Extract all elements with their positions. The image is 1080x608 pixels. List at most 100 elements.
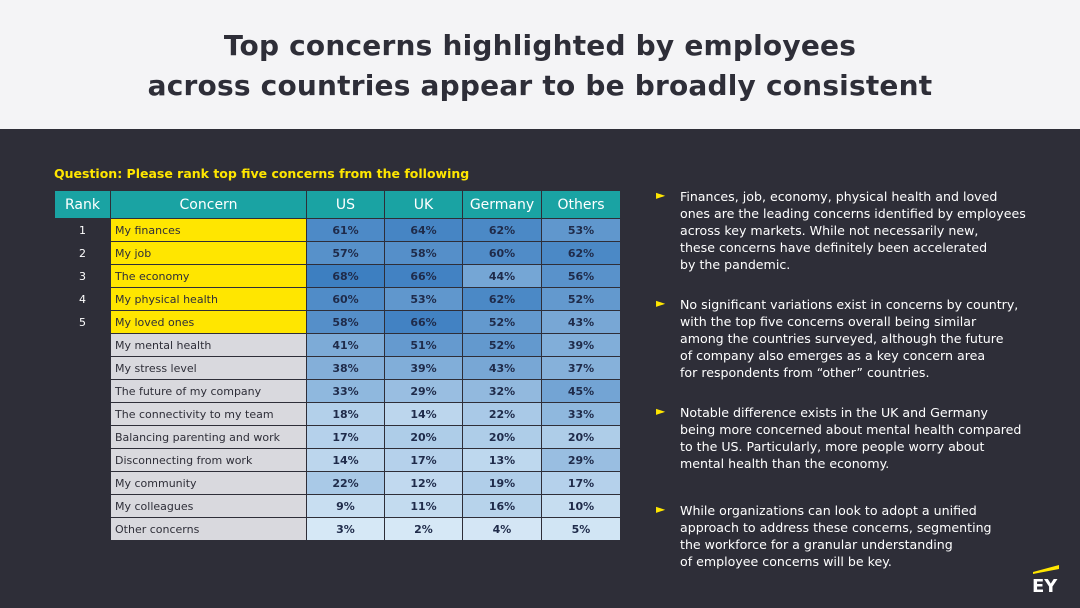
value-cell-us: 3% (306, 517, 385, 541)
rank-cell (54, 517, 111, 541)
title-banner: Top concerns highlighted by employees ac… (0, 0, 1080, 129)
value-cell-uk: 14% (384, 402, 463, 426)
value-cell-others: 5% (541, 517, 621, 541)
table-row: My stress level 38% 39% 43% 37% (54, 356, 621, 380)
value-cell-others: 45% (541, 379, 621, 403)
value-cell-germany: 62% (462, 218, 542, 242)
logo-text: EY (1032, 576, 1058, 595)
value-cell-uk: 20% (384, 425, 463, 449)
insight-text: Notable difference exists in the UK and … (680, 405, 1022, 471)
value-cell-uk: 66% (384, 264, 463, 288)
value-cell-uk: 53% (384, 287, 463, 311)
value-cell-us: 18% (306, 402, 385, 426)
value-cell-us: 17% (306, 425, 385, 449)
value-cell-germany: 32% (462, 379, 542, 403)
ey-logo: EY (1032, 565, 1059, 595)
value-cell-others: 53% (541, 218, 621, 242)
table-row: 1 My finances 61% 64% 62% 53% (54, 218, 621, 242)
header-others: Others (541, 190, 621, 219)
table-row: Balancing parenting and work 17% 20% 20% 20% (54, 425, 621, 449)
header-germany: Germany (462, 190, 542, 219)
insight-text: While organizations can look to adopt a … (680, 503, 992, 569)
value-cell-germany: 16% (462, 494, 542, 518)
value-cell-others: 17% (541, 471, 621, 495)
rank-cell: 5 (54, 310, 111, 334)
insight-text: No significant variations exist in conce… (680, 297, 1019, 380)
table-row: 2 My job 57% 58% 60% 62% (54, 241, 621, 265)
concern-cell: Balancing parenting and work (110, 425, 307, 449)
concern-cell: My job (110, 241, 307, 265)
rank-cell: 4 (54, 287, 111, 311)
concern-cell: Other concerns (110, 517, 307, 541)
bullet-arrow-icon: ► (656, 502, 666, 516)
concern-cell: My finances (110, 218, 307, 242)
rank-cell: 1 (54, 218, 111, 242)
value-cell-us: 58% (306, 310, 385, 334)
concern-cell: The economy (110, 264, 307, 288)
table-row: The future of my company 33% 29% 32% 45% (54, 379, 621, 403)
rank-cell (54, 379, 111, 403)
rank-cell: 3 (54, 264, 111, 288)
value-cell-us: 22% (306, 471, 385, 495)
value-cell-germany: 19% (462, 471, 542, 495)
value-cell-germany: 13% (462, 448, 542, 472)
value-cell-us: 9% (306, 494, 385, 518)
value-cell-uk: 64% (384, 218, 463, 242)
table-body: 1 My finances 61% 64% 62% 53% 2 My job 57% 58% 60%… (54, 218, 621, 541)
value-cell-uk: 12% (384, 471, 463, 495)
value-cell-germany: 20% (462, 425, 542, 449)
value-cell-others: 33% (541, 402, 621, 426)
value-cell-germany: 44% (462, 264, 542, 288)
value-cell-us: 60% (306, 287, 385, 311)
concern-cell: The future of my company (110, 379, 307, 403)
table-row: My colleagues 9% 11% 16% 10% (54, 494, 621, 518)
rank-cell (54, 356, 111, 380)
value-cell-germany: 4% (462, 517, 542, 541)
bullet-arrow-icon: ► (656, 188, 666, 202)
table-row: My mental health 41% 51% 52% 39% (54, 333, 621, 357)
concern-cell: My stress level (110, 356, 307, 380)
value-cell-us: 14% (306, 448, 385, 472)
header-rank: Rank (54, 190, 111, 219)
page-title-line-1: Top concerns highlighted by employees (223, 29, 857, 62)
value-cell-uk: 2% (384, 517, 463, 541)
bullet-arrow-icon: ► (656, 296, 666, 310)
table-row: 4 My physical health 60% 53% 62% 52% (54, 287, 621, 311)
value-cell-uk: 17% (384, 448, 463, 472)
value-cell-others: 29% (541, 448, 621, 472)
table-row: 5 My loved ones 58% 66% 52% 43% (54, 310, 621, 334)
value-cell-us: 41% (306, 333, 385, 357)
table-row: Disconnecting from work 14% 17% 13% 29% (54, 448, 621, 472)
concern-cell: My community (110, 471, 307, 495)
value-cell-germany: 22% (462, 402, 542, 426)
value-cell-others: 62% (541, 241, 621, 265)
value-cell-uk: 51% (384, 333, 463, 357)
concern-cell: Disconnecting from work (110, 448, 307, 472)
value-cell-germany: 43% (462, 356, 542, 380)
value-cell-others: 37% (541, 356, 621, 380)
insight-text: Finances, job, economy, physical health … (680, 189, 1026, 272)
value-cell-others: 56% (541, 264, 621, 288)
rank-cell (54, 494, 111, 518)
value-cell-us: 38% (306, 356, 385, 380)
question-label: Question: Please rank top five concerns … (54, 166, 470, 181)
concerns-table: Rank Concern US UK Germany Others 1 My fi… (54, 190, 621, 541)
page-title-line-2: across countries appear to be broadly co… (147, 69, 933, 102)
rank-cell (54, 333, 111, 357)
value-cell-us: 57% (306, 241, 385, 265)
value-cell-uk: 29% (384, 379, 463, 403)
rank-cell (54, 402, 111, 426)
value-cell-germany: 62% (462, 287, 542, 311)
logo-beam (1033, 565, 1059, 574)
value-cell-us: 33% (306, 379, 385, 403)
concern-cell: My colleagues (110, 494, 307, 518)
table-header-row: Rank Concern US UK Germany Others (54, 190, 621, 219)
table-row: Other concerns 3% 2% 4% 5% (54, 517, 621, 541)
value-cell-us: 61% (306, 218, 385, 242)
table-row: The connectivity to my team 18% 14% 22% 33% (54, 402, 621, 426)
value-cell-others: 10% (541, 494, 621, 518)
table-row: My community 22% 12% 19% 17% (54, 471, 621, 495)
value-cell-others: 52% (541, 287, 621, 311)
rank-cell (54, 425, 111, 449)
value-cell-uk: 58% (384, 241, 463, 265)
